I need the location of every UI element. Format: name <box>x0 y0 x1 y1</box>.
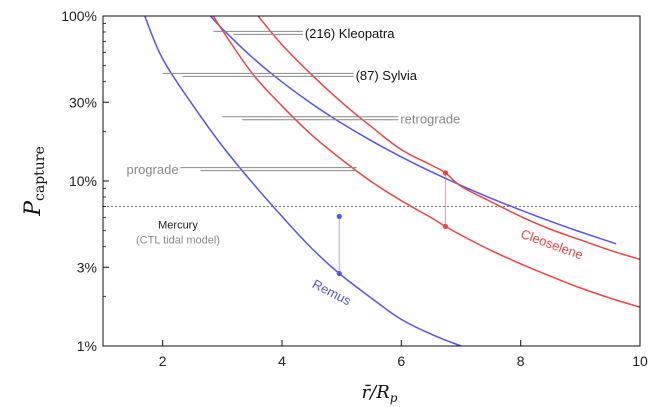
y-tick-label-100: 100% <box>61 8 97 24</box>
marker-point-top-1 <box>336 213 342 220</box>
marker-point-bottom-1 <box>336 270 342 277</box>
annotation-label-1: (216) Kleopatra <box>305 26 395 41</box>
y-tick-label-3: 3% <box>77 259 97 275</box>
annotation-label-3: retrograde <box>400 111 460 126</box>
x-tick-label-6: 6 <box>397 353 405 369</box>
marker-point-top-2 <box>442 170 449 176</box>
y-tick-label-30: 30% <box>69 94 97 110</box>
annotation-label-4: prograde <box>127 162 179 177</box>
x-tick-label-2: 2 <box>159 353 167 369</box>
x-tick-label-10: 10 <box>632 353 648 369</box>
x-axis-label: r̄/Rp <box>362 382 398 405</box>
series-label-1: Remus <box>310 276 354 308</box>
reference-sublabel: (CTL tidal model) <box>136 235 220 247</box>
x-tick-label-4: 4 <box>278 353 286 369</box>
series-line-4 <box>212 16 640 308</box>
y-tick-label-1: 1% <box>77 338 97 354</box>
reference-label: Mercury <box>158 220 198 232</box>
series-line-2 <box>209 16 617 245</box>
y-tick-label-10: 10% <box>69 173 97 189</box>
annotation-label-2: (87) Sylvia <box>356 68 418 83</box>
marker-point-bottom-2 <box>442 223 449 230</box>
series-line-1 <box>144 16 462 346</box>
y-axis-label: Pcapture <box>21 146 48 217</box>
series-label-2: Cleoselene <box>519 226 585 262</box>
x-tick-label-8: 8 <box>517 353 525 369</box>
